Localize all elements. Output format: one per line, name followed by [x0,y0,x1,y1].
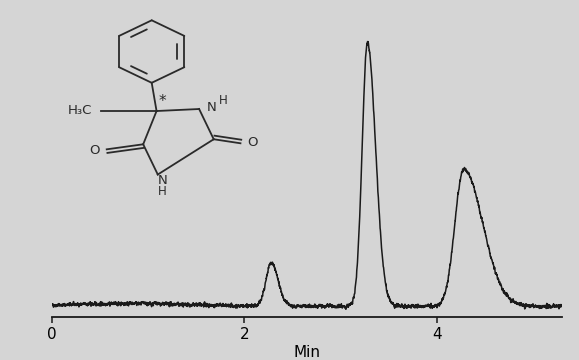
Text: O: O [89,144,100,157]
Text: O: O [247,136,258,149]
Text: *: * [158,94,166,109]
Text: N: N [157,174,167,187]
Text: N: N [207,101,217,114]
X-axis label: Min: Min [294,345,320,360]
Text: H: H [158,185,167,198]
Text: H: H [219,94,228,107]
Text: H₃C: H₃C [68,104,92,117]
